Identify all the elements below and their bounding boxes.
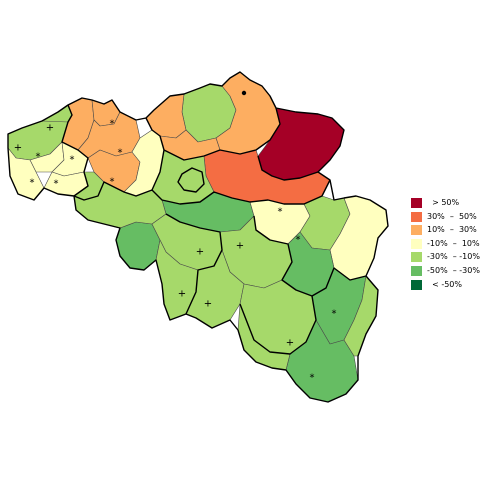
province-border-westflanders bbox=[61, 104, 89, 197]
marker-r07: * bbox=[54, 179, 59, 190]
legend-label: 30% – 50% bbox=[427, 211, 477, 221]
marker-r24: * bbox=[110, 177, 115, 188]
province-border-limburg bbox=[257, 155, 319, 181]
legend-item: -10% – 10% bbox=[409, 238, 480, 252]
marker-r06: * bbox=[70, 155, 75, 166]
legend-item: -50% – -30% bbox=[409, 265, 480, 279]
marker-r04: * bbox=[30, 178, 35, 189]
legend-item: 10% – 30% bbox=[409, 224, 479, 238]
legend-item: 30% – 50% bbox=[409, 211, 479, 225]
legend-item: < -50% bbox=[409, 279, 479, 293]
marker-r31: * bbox=[332, 309, 337, 320]
marker-r02: + bbox=[46, 123, 54, 134]
marker-r26: + bbox=[236, 241, 244, 252]
legend-swatch bbox=[411, 238, 422, 249]
marker-r27: + bbox=[178, 289, 186, 300]
province-border-antwerp bbox=[163, 107, 281, 161]
legend-swatch bbox=[411, 225, 422, 236]
legend-item: -30% – -10% bbox=[409, 251, 480, 265]
marker-r03: * bbox=[36, 152, 41, 163]
marker-r01: + bbox=[14, 143, 22, 154]
legend: > 50% 30% – 50% 10% – 30% -10% – 10% -30% – … bbox=[409, 197, 480, 293]
province-border-flanders-wallonia bbox=[73, 179, 331, 205]
legend-swatch bbox=[411, 198, 422, 208]
province-border-liege bbox=[253, 215, 367, 297]
legend-label: -30% – -10% bbox=[427, 252, 480, 262]
legend-swatch bbox=[411, 279, 422, 290]
legend-item: > 50% bbox=[409, 197, 479, 211]
region-oostende bbox=[41, 104, 73, 123]
province-border-eastflanders bbox=[145, 117, 165, 191]
legend-label: > 50% bbox=[427, 198, 460, 207]
marker-r20: * bbox=[278, 207, 283, 218]
marker-r30: + bbox=[286, 338, 294, 349]
marker-r06-b: * bbox=[118, 148, 123, 159]
baarle-enclave-marker bbox=[241, 90, 247, 96]
marker-r32: * bbox=[310, 373, 315, 384]
significance-markers: + + * * * * * * * * + + + + * + * * bbox=[14, 119, 337, 384]
marker-r03-b: * bbox=[110, 119, 115, 130]
marker-r29: * bbox=[296, 235, 301, 246]
province-border-hainaut bbox=[165, 213, 223, 315]
legend-swatch bbox=[411, 252, 422, 263]
legend-label: -50% – -30% bbox=[427, 265, 480, 275]
legend-label: < -50% bbox=[427, 279, 462, 289]
marker-r28: + bbox=[204, 299, 212, 310]
country-border bbox=[7, 71, 389, 403]
legend-label: 10% – 30% bbox=[427, 225, 477, 235]
legend-label: -10% – 10% bbox=[427, 238, 480, 248]
legend-swatch bbox=[411, 265, 422, 276]
legend-swatch bbox=[411, 211, 422, 222]
province-border-brussels bbox=[177, 167, 205, 193]
marker-r25: + bbox=[196, 247, 204, 258]
province-border-luxembourg bbox=[239, 295, 317, 355]
